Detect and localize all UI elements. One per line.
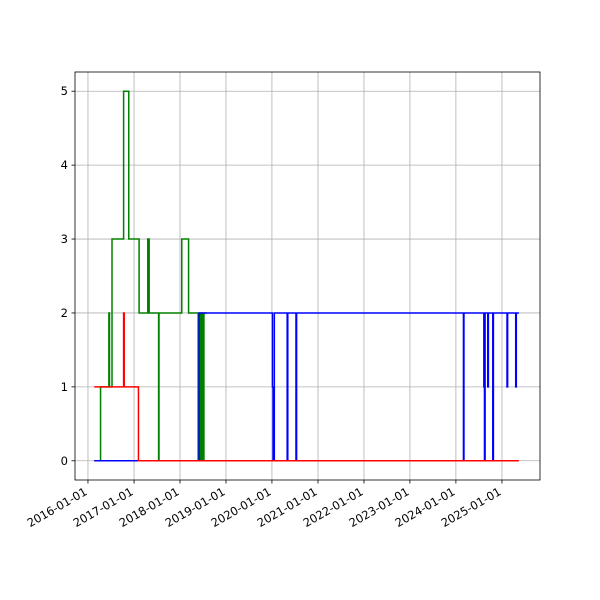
- plot-frame: [74, 71, 541, 481]
- y-tick-label: 1: [61, 380, 68, 394]
- y-tick-label: 2: [61, 306, 68, 320]
- y-tick-label: 4: [61, 158, 68, 172]
- y-tick-label: 3: [61, 232, 68, 246]
- series-line: [94, 90, 207, 462]
- y-tick-label: 0: [61, 454, 68, 468]
- series-line: [94, 312, 519, 462]
- y-tick-label: 5: [61, 84, 68, 98]
- series-line: [94, 312, 519, 462]
